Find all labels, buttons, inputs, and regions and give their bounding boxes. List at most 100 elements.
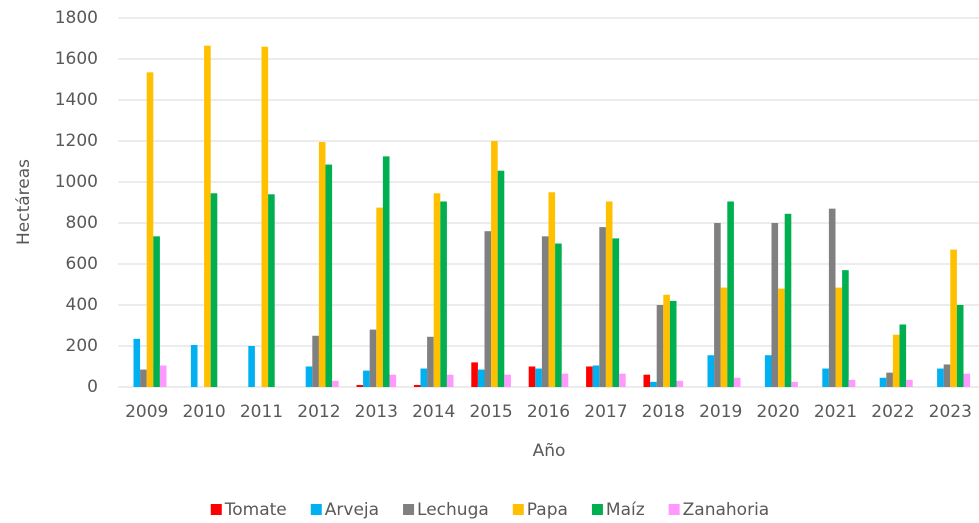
legend-label: Zanahoria	[683, 500, 770, 520]
x-tick-label: 2021	[814, 402, 857, 422]
y-tick-label: 800	[66, 213, 98, 233]
bar	[389, 374, 397, 387]
x-axis-label: Año	[533, 441, 566, 461]
y-tick-label: 0	[87, 377, 98, 397]
bar	[497, 170, 505, 387]
y-tick-label: 1800	[55, 8, 98, 28]
bar	[727, 201, 734, 387]
bar	[835, 287, 843, 387]
bar	[886, 372, 893, 387]
bar	[369, 329, 377, 387]
x-tick-label: 2017	[584, 402, 627, 422]
bar	[764, 355, 772, 387]
bar	[650, 381, 657, 387]
x-tick-label: 2018	[642, 402, 685, 422]
bar	[937, 368, 944, 387]
bar	[440, 201, 447, 387]
legend-label: Lechuga	[417, 500, 489, 520]
bar	[669, 300, 677, 387]
bar	[528, 366, 536, 387]
bar	[484, 231, 492, 387]
bar	[720, 287, 728, 387]
x-tick-label: 2022	[871, 402, 914, 422]
legend-label: Maíz	[606, 500, 645, 520]
bar	[791, 381, 798, 387]
bar	[599, 227, 606, 387]
bar	[663, 294, 670, 387]
y-tick-label: 1400	[55, 90, 98, 110]
bar	[548, 192, 556, 387]
bar	[707, 355, 715, 387]
bar	[268, 194, 275, 387]
x-tick-label: 2009	[125, 402, 168, 422]
bar	[605, 201, 613, 387]
bar	[446, 374, 454, 387]
bar	[822, 368, 829, 387]
bar	[714, 223, 721, 387]
bar	[555, 243, 562, 387]
y-tick-label: 600	[66, 254, 98, 274]
bar	[312, 335, 319, 387]
x-tick-label: 2020	[756, 402, 799, 422]
bar	[956, 305, 964, 387]
legend-label: Papa	[527, 500, 568, 520]
legend-swatch	[512, 504, 524, 515]
bar	[504, 374, 511, 387]
x-tick-label: 2011	[240, 402, 283, 422]
bar	[899, 324, 907, 387]
bar	[159, 365, 167, 387]
x-tick-label: 2019	[699, 402, 742, 422]
bar	[248, 346, 255, 387]
x-tick-label: 2015	[469, 402, 512, 422]
legend-swatch	[403, 504, 415, 515]
bar	[643, 374, 651, 387]
bar	[879, 377, 887, 387]
bar	[471, 362, 478, 387]
bar	[842, 270, 849, 387]
x-tick-label: 2012	[297, 402, 340, 422]
bar	[356, 384, 364, 387]
y-tick-label: 1200	[55, 131, 98, 151]
bar	[133, 338, 141, 387]
y-tick-label: 400	[66, 295, 98, 315]
legend-swatch	[591, 504, 603, 515]
bar	[382, 156, 390, 387]
y-tick-label: 1000	[55, 172, 98, 192]
bar	[261, 46, 269, 387]
x-tick-label: 2016	[527, 402, 570, 422]
bar	[963, 373, 971, 387]
y-tick-label: 200	[66, 336, 98, 356]
bar	[778, 288, 785, 387]
bar	[535, 368, 542, 387]
x-tick-label: 2014	[412, 402, 455, 422]
bar	[561, 373, 569, 387]
bar	[771, 223, 779, 387]
bar	[427, 336, 434, 387]
bar	[305, 366, 313, 387]
bar	[828, 208, 836, 387]
legend-swatch	[668, 504, 680, 515]
bar	[413, 384, 421, 387]
bar	[656, 305, 664, 387]
bar	[906, 379, 913, 387]
bar	[491, 141, 498, 387]
y-tick-label: 1600	[55, 49, 98, 69]
bar	[943, 364, 951, 387]
bar	[892, 334, 900, 387]
bar	[325, 164, 333, 387]
bar	[146, 72, 154, 387]
x-tick-label: 2010	[182, 402, 225, 422]
bar	[950, 249, 957, 387]
bar	[676, 380, 684, 387]
x-tick-label: 2013	[355, 402, 398, 422]
x-tick-label: 2023	[929, 402, 972, 422]
legend-label: Arveja	[325, 500, 379, 520]
bar	[332, 380, 339, 387]
bar	[420, 368, 428, 387]
legend-label: Tomate	[224, 500, 287, 520]
bar	[190, 344, 198, 387]
bar	[733, 377, 741, 387]
bar	[619, 373, 626, 387]
bar	[612, 238, 620, 387]
